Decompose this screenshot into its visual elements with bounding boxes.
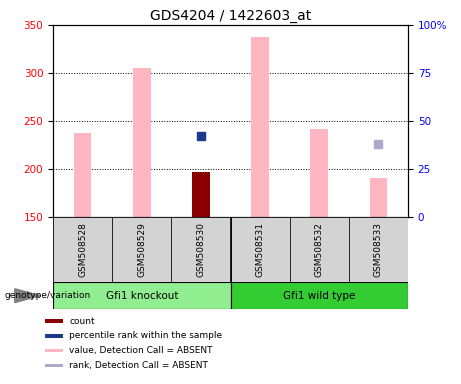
Bar (171, 217, 230, 282)
Text: genotype/variation: genotype/variation (5, 291, 91, 300)
Text: percentile rank within the sample: percentile rank within the sample (69, 331, 223, 340)
Bar (45, 334, 63, 338)
Text: Gfi1 wild type: Gfi1 wild type (283, 291, 355, 301)
Bar (53, 217, 112, 282)
Text: Gfi1 knockout: Gfi1 knockout (106, 291, 178, 301)
Text: GSM508532: GSM508532 (315, 222, 324, 277)
Title: GDS4204 / 1422603_at: GDS4204 / 1422603_at (150, 8, 311, 23)
Bar (310, 129, 328, 217)
Text: GSM508531: GSM508531 (255, 222, 265, 277)
Bar (112, 217, 171, 282)
Text: rank, Detection Call = ABSENT: rank, Detection Call = ABSENT (69, 361, 208, 370)
Bar (45, 319, 63, 323)
Text: GSM508530: GSM508530 (196, 222, 206, 277)
Text: count: count (69, 316, 95, 326)
Bar (74, 134, 91, 217)
Text: GSM508533: GSM508533 (374, 222, 383, 277)
Bar (45, 364, 63, 367)
Bar (370, 178, 387, 217)
Text: value, Detection Call = ABSENT: value, Detection Call = ABSENT (69, 346, 213, 355)
Bar (230, 217, 290, 282)
Polygon shape (15, 289, 41, 303)
Bar (290, 217, 349, 282)
Bar (349, 217, 408, 282)
Text: GSM508528: GSM508528 (78, 222, 87, 277)
Bar (53, 282, 230, 309)
Text: GSM508529: GSM508529 (137, 222, 146, 277)
Bar (251, 38, 269, 217)
Bar (192, 172, 210, 217)
Bar (230, 282, 408, 309)
Bar (45, 349, 63, 353)
Bar (133, 68, 151, 217)
